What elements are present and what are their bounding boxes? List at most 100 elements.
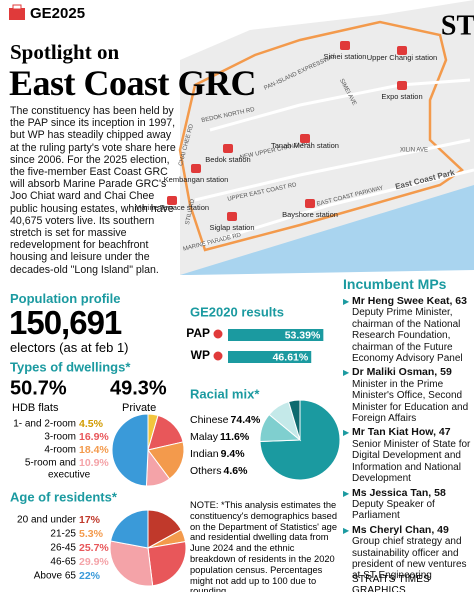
mps-heading: Incumbent MPs (343, 276, 447, 292)
chart-title: GE2020 results (190, 304, 284, 319)
map-land (180, 0, 474, 275)
station-label: Marine Terrace station (135, 203, 209, 212)
legend-label: Chinese (190, 414, 229, 426)
legend-value: 74.4% (231, 414, 261, 426)
map-road (209, 78, 471, 132)
legend-value: 16.9% (79, 431, 109, 443)
legend-value: 11.6% (220, 431, 250, 443)
legend-value: 17% (79, 514, 101, 526)
hdb-share: 50.7% (10, 377, 67, 399)
mp-name: Mr Heng Swee Keat, 63 (352, 295, 467, 307)
legend-value: 22% (79, 570, 101, 582)
station-icon (397, 46, 407, 55)
legend-label: 4-room (44, 445, 76, 456)
note: NOTE: *This analysis estimates the const… (190, 500, 337, 592)
station-icon (305, 199, 315, 208)
party-logo (212, 350, 224, 362)
party-label: PAP (186, 326, 210, 340)
mp-bullet: ▶ (343, 488, 350, 498)
road-label: STILL RD (185, 198, 196, 225)
bar-value: 53.39% (285, 329, 321, 341)
mp-entry: ▶ Mr Heng Swee Keat, 63 Deputy Prime Minis… (343, 295, 472, 365)
private-label: Private (122, 402, 156, 414)
legend-value: 4.6% (224, 465, 249, 477)
station-icon (300, 134, 310, 143)
mp-bullet: ▶ (343, 297, 350, 306)
pie-slice (147, 541, 187, 587)
population-heading: Population profile (10, 291, 121, 306)
tag: GE2025 (30, 5, 86, 22)
mp-bullet: ▶ (343, 428, 350, 438)
station-icon (397, 81, 407, 90)
hdb-label: HDB flats (12, 402, 59, 414)
legend-label: 5-room and (25, 458, 76, 469)
bar (228, 351, 312, 363)
bar-value: 46.61% (273, 351, 309, 363)
legend-value: 18.4% (79, 444, 109, 456)
mp-bullet: ▶ (343, 525, 350, 535)
party-label: WP (191, 348, 210, 362)
mp-entry: ▶ Dr Maliki Osman, 59 Minister in the Prim… (343, 366, 472, 425)
map-road (194, 138, 471, 202)
mp-entry: ▶ Mr Tan Kiat How, 47 Senior Minister of S… (343, 427, 472, 485)
station-icon (191, 164, 201, 173)
legend-label: Indian (190, 448, 219, 460)
station-label: Bayshore station (282, 210, 338, 219)
legend-value: 4.5% (79, 418, 104, 430)
mp-name: Ms Jessica Tan, 58 (352, 486, 446, 499)
population-caption: electors (as at feb 1) (10, 340, 129, 355)
legend-label: Others (190, 465, 222, 477)
station-label: Simei station (324, 52, 367, 61)
kicker: Spotlight on (10, 40, 120, 64)
legend-value: 9.4% (221, 448, 246, 460)
map-logo: ST (441, 10, 474, 41)
chart-title: Age of residents* (10, 489, 118, 504)
legend-label: 20 and under (17, 515, 77, 526)
map-boundary (178, 20, 464, 252)
station-label: Tanah Merah station (271, 141, 339, 150)
station-icon (167, 196, 177, 205)
party-logo (212, 328, 224, 340)
mp-name: Ms Cheryl Chan, 49 (352, 523, 449, 536)
map-road (199, 168, 474, 247)
station-label: Expo station (381, 92, 422, 101)
station-icon (223, 144, 233, 153)
station-label: Siglap station (209, 223, 254, 232)
mp-role: Deputy Speaker of Parliament (352, 498, 435, 522)
pie-slice (111, 413, 149, 487)
legend-value: 29.9% (79, 556, 109, 568)
title: East Coast GRC (9, 63, 257, 103)
population-value: 150,691 (9, 304, 122, 341)
mp-role: Deputy Prime Minister, chairman of the N… (352, 307, 463, 365)
legend-label: 46-65 (50, 557, 76, 568)
intro: The constituency has been held by the PA… (10, 105, 176, 276)
pie-slice (110, 509, 149, 549)
private-share: 49.3% (110, 377, 167, 399)
mp-name: Dr Maliki Osman, 59 (352, 366, 452, 379)
legend-label: 3-room (44, 432, 76, 443)
mp-role: Minister in the Prime Minister's Office,… (352, 378, 469, 425)
station-icon (340, 41, 350, 50)
legend-label: 21-25 (50, 529, 76, 540)
mp-entry: ▶ Ms Cheryl Chan, 49 Group chief strategy … (343, 523, 472, 582)
mp-bullet: ▶ (343, 368, 350, 378)
legend-value: 10.9% (79, 457, 109, 469)
station-label: Kembangan station (164, 175, 229, 184)
chart-title: Racial mix* (190, 386, 260, 401)
ballot-slot (12, 4, 22, 10)
road-label: XILIN AVE (400, 148, 428, 154)
legend-value: 5.3% (79, 528, 104, 540)
bar (228, 329, 324, 341)
mps-list: ▶ Mr Heng Swee Keat, 63 Deputy Prime Minis… (343, 295, 472, 585)
credit: STRAITS TIMES GRAPHICS (352, 574, 430, 592)
legend-label: Above 65 (34, 571, 77, 582)
legend-value: 25.7% (79, 542, 109, 554)
mp-entry: ▶ Ms Jessica Tan, 58 Deputy Speaker of Par… (343, 486, 472, 522)
legend-label-cont: executive (48, 470, 91, 481)
mp-role: Group chief strategy and sustainability … (352, 536, 467, 582)
mp-role: Senior Minister of State for Digital Dev… (352, 438, 471, 485)
pie-slice (287, 399, 301, 441)
station-label: Upper Changi station (367, 53, 437, 62)
